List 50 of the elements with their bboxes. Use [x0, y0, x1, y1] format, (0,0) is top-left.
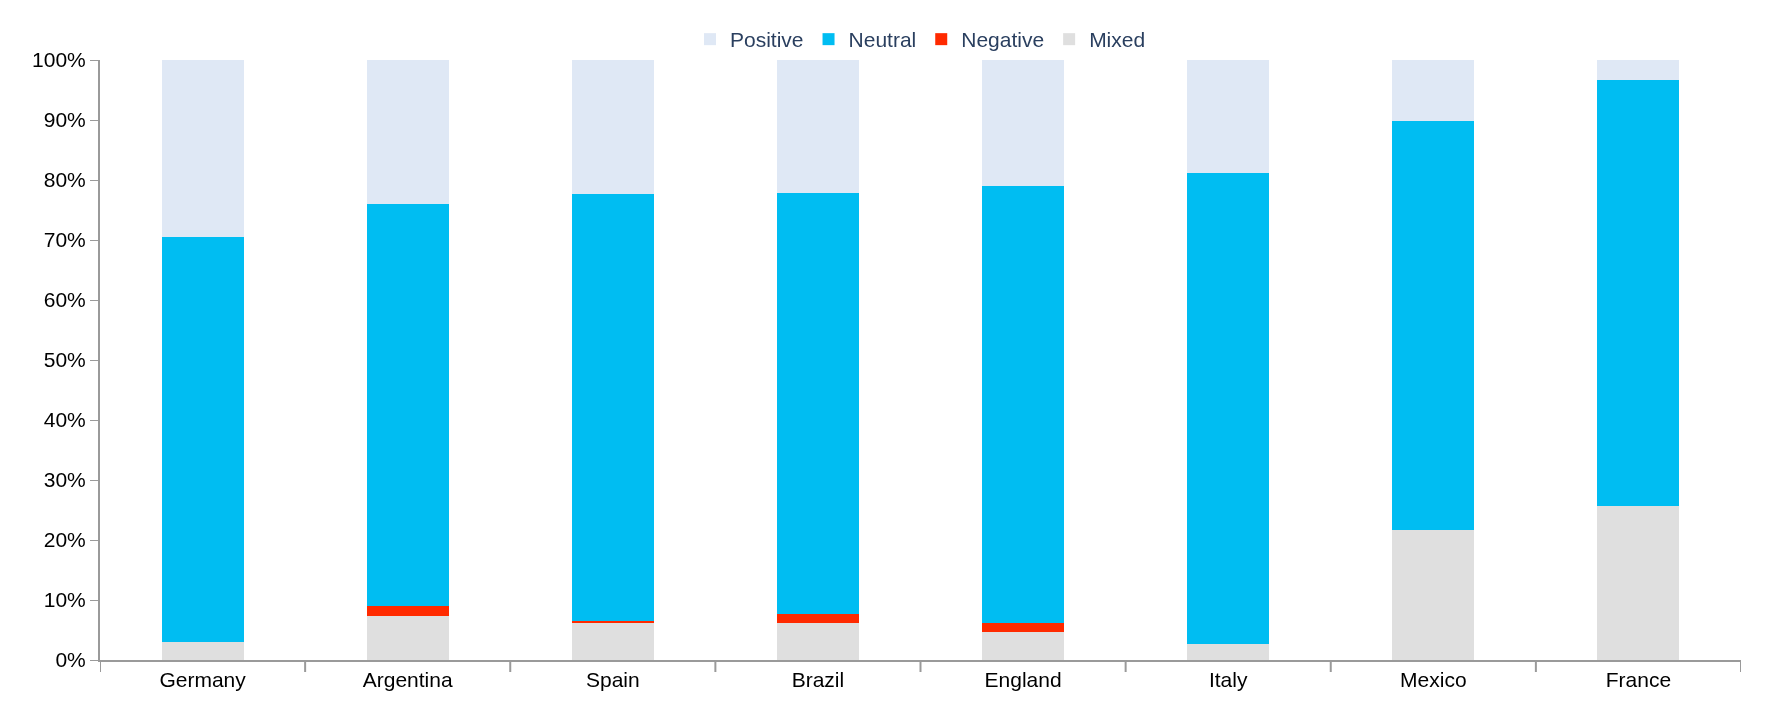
x-tick-label: Argentina [362, 668, 453, 692]
bar [1392, 529, 1475, 660]
bar [982, 186, 1065, 623]
bar [776, 193, 859, 615]
y-tick-label: 70% [43, 228, 86, 252]
bar [571, 622, 654, 660]
x-tick-label: England [984, 668, 1062, 692]
bar [161, 237, 244, 642]
bar [366, 60, 449, 204]
bar [776, 60, 859, 194]
bar [1597, 60, 1680, 80]
bar [1392, 120, 1475, 530]
legend-label: Mixed [1089, 28, 1146, 52]
bar [1597, 79, 1680, 506]
bar [366, 615, 449, 660]
y-tick-label: 50% [43, 348, 86, 372]
bar [1187, 60, 1270, 173]
bar [982, 631, 1065, 660]
bar [1187, 172, 1270, 644]
y-tick-label: 90% [43, 108, 86, 132]
legend-label: Negative [961, 28, 1045, 52]
y-tick-label: 80% [43, 168, 86, 192]
x-tick-label: Germany [159, 668, 247, 692]
bar [1392, 60, 1475, 121]
bar [982, 60, 1065, 186]
y-tick-label: 40% [43, 408, 86, 432]
bar [571, 60, 654, 195]
y-tick-label: 100% [32, 48, 86, 72]
x-tick-label: Spain [585, 668, 640, 692]
y-tick-label: 60% [43, 288, 86, 312]
bar [366, 606, 449, 616]
y-tick-label: 0% [55, 648, 86, 672]
y-tick-label: 30% [43, 468, 86, 492]
legend-label: Neutral [848, 28, 917, 52]
legend-label: Positive [730, 28, 804, 52]
bar [982, 622, 1065, 632]
y-tick-label: 20% [43, 528, 86, 552]
y-tick-label: 10% [43, 588, 86, 612]
x-tick-label: Brazil [791, 668, 845, 692]
bar [161, 60, 244, 237]
bar [776, 623, 859, 660]
bar [161, 642, 244, 660]
bar [571, 194, 654, 621]
x-tick-label: Mexico [1400, 668, 1467, 692]
bar [776, 614, 859, 624]
x-tick-label: Italy [1208, 668, 1248, 692]
x-tick-label: France [1605, 668, 1672, 692]
bar [366, 204, 449, 606]
bar [1187, 643, 1270, 660]
bar [1597, 505, 1680, 660]
